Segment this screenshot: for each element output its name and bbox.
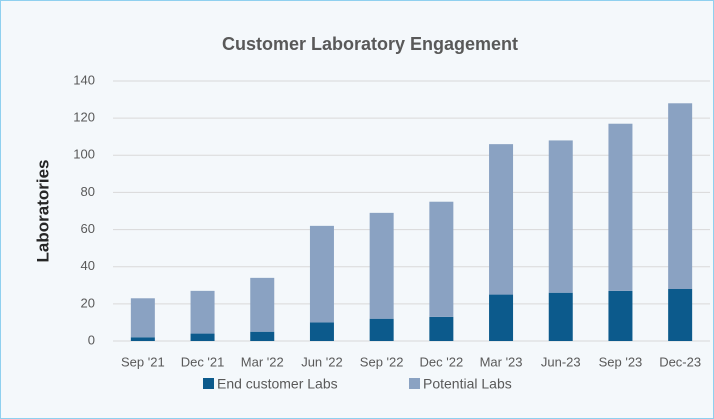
bar-segment bbox=[489, 144, 514, 295]
legend-label: Potential Labs bbox=[423, 376, 512, 392]
x-tick-label: Dec-23 bbox=[659, 354, 701, 369]
bar-segment bbox=[548, 292, 573, 341]
bar-segment bbox=[489, 294, 514, 341]
chart-title: Customer Laboratory Engagement bbox=[222, 34, 518, 54]
y-tick-label: 100 bbox=[73, 147, 95, 162]
bar-segment bbox=[369, 318, 394, 341]
x-tick-label: Jun '22 bbox=[301, 354, 343, 369]
x-tick-label: Sep '22 bbox=[360, 354, 404, 369]
y-tick-label: 40 bbox=[81, 258, 95, 273]
bar-segment bbox=[548, 140, 573, 293]
x-tick-label: Dec '22 bbox=[420, 354, 464, 369]
y-tick-label: 60 bbox=[81, 221, 95, 236]
y-axis-label: Laboratories bbox=[33, 160, 52, 263]
bar-segment bbox=[130, 337, 155, 341]
bar-segment bbox=[668, 103, 693, 290]
legend-swatch bbox=[409, 378, 420, 389]
bar-segment bbox=[250, 331, 275, 341]
y-tick-label: 0 bbox=[88, 332, 95, 347]
x-tick-label: Mar '23 bbox=[480, 354, 523, 369]
bar-segment bbox=[309, 225, 334, 323]
bar-segment bbox=[190, 290, 215, 334]
y-tick-label: 20 bbox=[81, 295, 95, 310]
x-tick-label: Mar '22 bbox=[241, 354, 284, 369]
legend-label: End customer Labs bbox=[217, 376, 338, 392]
bar-segment bbox=[369, 212, 394, 319]
bar-segment bbox=[309, 322, 334, 341]
bar-segment bbox=[130, 298, 155, 338]
bar-segment bbox=[429, 316, 454, 341]
x-tick-label: Sep '21 bbox=[121, 354, 165, 369]
legend-swatch bbox=[203, 378, 214, 389]
x-tick-label: Jun-23 bbox=[541, 354, 581, 369]
x-tick-label: Dec '21 bbox=[181, 354, 225, 369]
y-tick-label: 120 bbox=[73, 110, 95, 125]
bar-segment bbox=[190, 333, 215, 341]
x-tick-label: Sep '23 bbox=[599, 354, 643, 369]
bar-segment bbox=[608, 123, 633, 291]
bar-segment bbox=[668, 289, 693, 341]
y-tick-label: 140 bbox=[73, 72, 95, 87]
bar-segment bbox=[608, 290, 633, 341]
y-tick-label: 80 bbox=[81, 184, 95, 199]
bar-segment bbox=[250, 277, 275, 332]
bar-segment bbox=[429, 201, 454, 317]
